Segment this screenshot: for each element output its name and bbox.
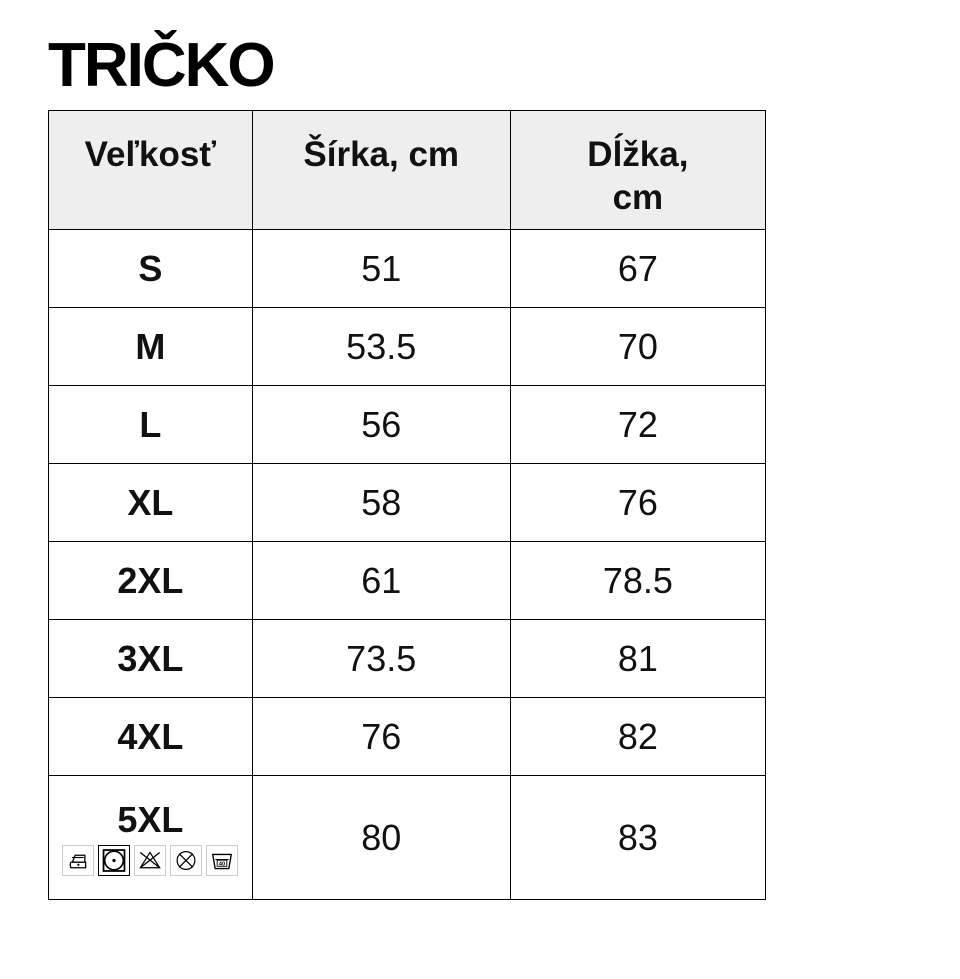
svg-text:40: 40 xyxy=(219,861,225,867)
